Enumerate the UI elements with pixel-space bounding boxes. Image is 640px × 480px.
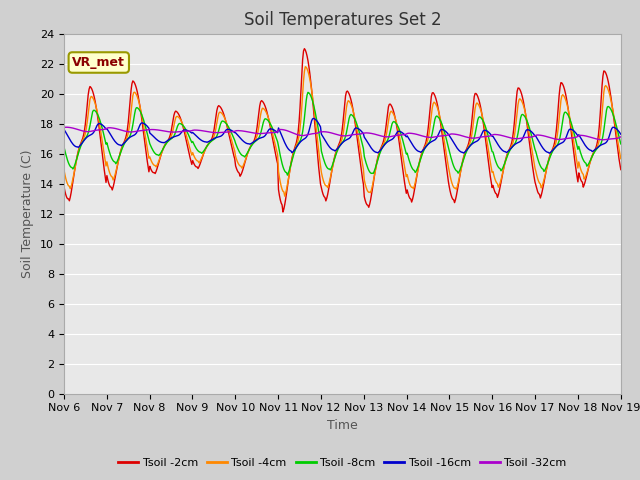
Y-axis label: Soil Temperature (C): Soil Temperature (C) [22, 149, 35, 278]
Legend: Tsoil -2cm, Tsoil -4cm, Tsoil -8cm, Tsoil -16cm, Tsoil -32cm: Tsoil -2cm, Tsoil -4cm, Tsoil -8cm, Tsoi… [114, 453, 571, 472]
X-axis label: Time: Time [327, 419, 358, 432]
Title: Soil Temperatures Set 2: Soil Temperatures Set 2 [244, 11, 441, 29]
Text: VR_met: VR_met [72, 56, 125, 69]
